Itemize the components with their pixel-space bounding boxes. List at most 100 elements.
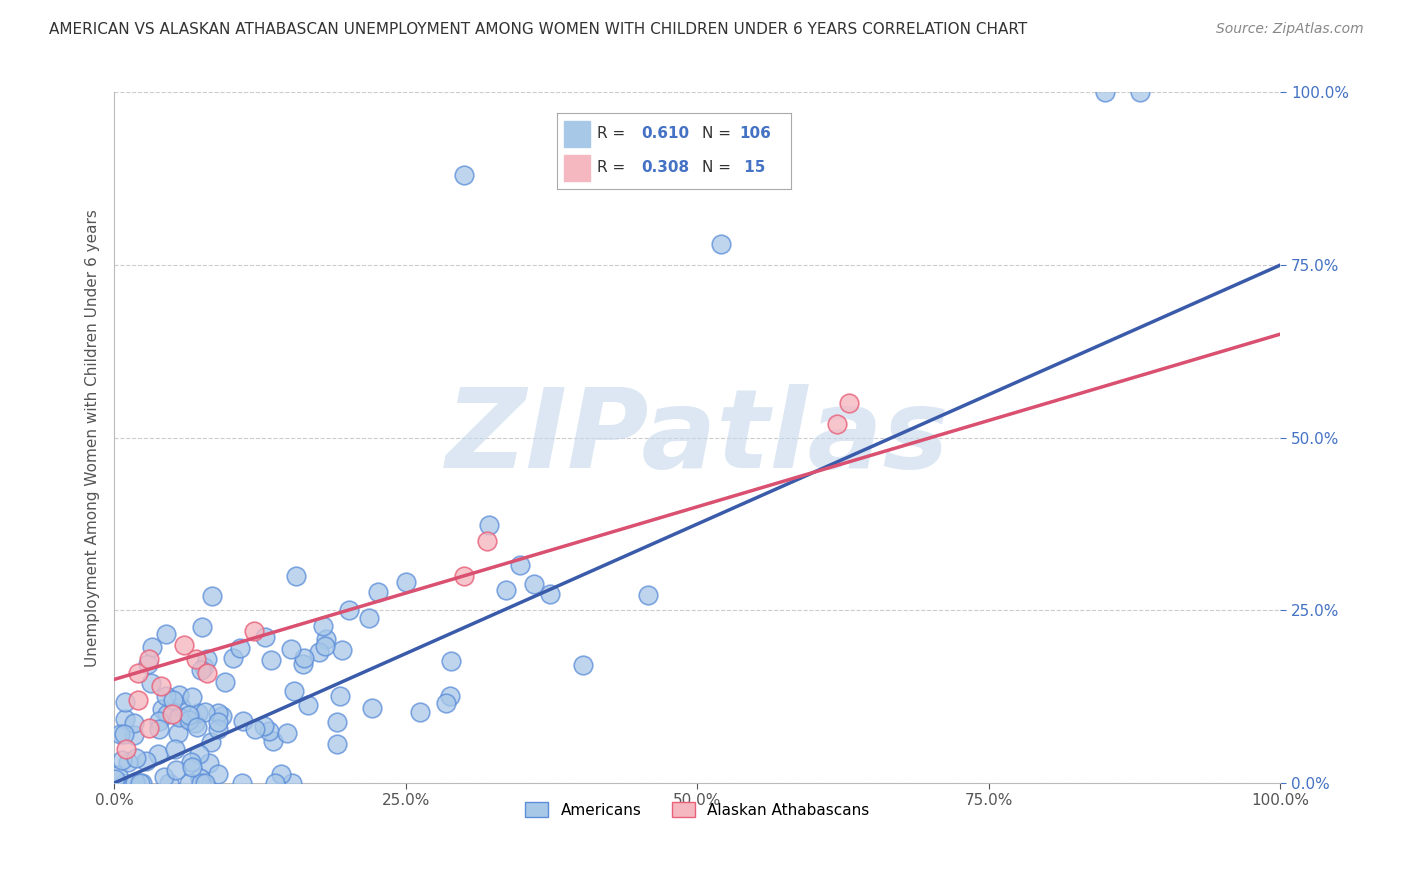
Point [184,716,207,731]
Point [107,768,129,782]
Point [367,585,389,599]
Y-axis label: Unemployment Among Women with Children Under 6 years: Unemployment Among Women with Children U… [86,209,100,666]
Point [194,705,217,719]
Point [136,657,159,671]
Point [122,716,145,731]
Point [200,735,222,749]
Point [104,772,127,786]
Point [229,641,252,656]
Point [188,772,211,786]
Point [838,396,860,410]
Point [184,651,207,665]
Point [509,558,531,572]
Point [232,714,254,728]
Point [131,776,153,790]
Point [179,776,201,790]
Point [114,712,136,726]
Point [222,650,245,665]
Point [153,770,176,784]
Point [207,714,229,729]
Point [148,723,170,737]
Point [165,742,187,756]
Point [1094,86,1116,100]
Point [180,755,202,769]
Point [115,741,138,756]
Point [162,692,184,706]
Point [155,689,177,703]
Point [186,720,208,734]
Point [214,674,236,689]
Text: AMERICAN VS ALASKAN ATHABASCAN UNEMPLOYMENT AMONG WOMEN WITH CHILDREN UNDER 6 YE: AMERICAN VS ALASKAN ATHABASCAN UNEMPLOYM… [49,22,1028,37]
Point [453,569,475,583]
Point [128,776,150,790]
Point [200,590,222,604]
Point [114,695,136,709]
Point [170,699,193,714]
Point [312,619,335,633]
Point [207,723,229,737]
Point [361,701,384,715]
Point [297,698,319,712]
Point [156,706,179,721]
Point [264,776,287,790]
Point [243,624,266,639]
Point [111,753,134,767]
Point [190,776,212,790]
Legend: Americans, Alaskan Athabascans: Americans, Alaskan Athabascans [519,796,876,823]
Point [197,756,219,770]
Point [122,728,145,742]
Point [193,660,215,674]
Point [167,726,190,740]
Point [357,611,380,625]
Point [329,689,352,703]
Point [231,776,253,790]
Point [315,632,337,647]
Point [453,168,475,182]
Point [138,721,160,735]
Point [276,726,298,740]
Point [285,569,308,583]
Point [326,738,349,752]
Point [292,657,315,671]
Point [112,727,135,741]
Point [127,693,149,707]
Point [211,709,233,723]
Point [167,710,190,724]
Text: Source: ZipAtlas.com: Source: ZipAtlas.com [1216,22,1364,37]
Point [162,706,184,721]
Point [146,747,169,762]
Point [117,755,139,769]
Point [408,705,430,719]
Point [181,760,204,774]
Point [1129,86,1152,100]
Point [108,727,131,741]
Point [477,534,499,549]
Point [187,706,209,721]
Point [495,582,517,597]
Point [195,652,218,666]
Point [270,766,292,780]
Point [207,767,229,781]
Point [314,639,336,653]
Point [434,697,457,711]
Point [139,675,162,690]
Point [825,417,848,431]
Point [253,718,276,732]
Point [283,684,305,698]
Point [135,754,157,768]
Point [138,651,160,665]
Text: ZIPatlas: ZIPatlas [446,384,949,491]
Point [150,702,173,716]
Point [193,776,215,790]
Point [243,723,266,737]
Point [197,665,219,680]
Point [155,627,177,641]
Point [326,714,349,729]
Point [395,574,418,589]
Point [281,776,304,790]
Point [169,688,191,702]
Point [173,638,195,652]
Point [125,750,148,764]
Point [260,653,283,667]
Point [572,658,595,673]
